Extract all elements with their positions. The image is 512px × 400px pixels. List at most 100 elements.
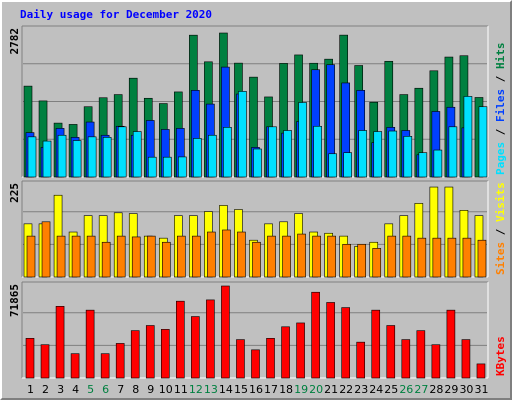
- x-tick-label-day-27: 27: [414, 383, 428, 396]
- bar-pages-day-9: [147, 156, 157, 178]
- bar-pages-day-16: [253, 148, 262, 178]
- bar-sites-day-2: [41, 221, 51, 278]
- bar-kbytes-day-26: [401, 339, 411, 379]
- x-tick-label-day-28: 28: [429, 383, 443, 396]
- bar-kbytes-day-1: [25, 338, 35, 379]
- bar-sites-day-1: [26, 235, 36, 278]
- bar-kbytes-day-5: [85, 309, 95, 379]
- x-tick-label-day-15: 15: [234, 383, 248, 396]
- x-tick-label-day-4: 4: [72, 383, 79, 396]
- bar-sites-day-27: [417, 237, 427, 278]
- legend-item-sites: Sites: [494, 242, 507, 275]
- chart-title: Daily usage for December 2020: [20, 8, 213, 21]
- x-tick-label-day-6: 6: [102, 383, 109, 396]
- bar-pages-day-10: [162, 156, 172, 178]
- bar-pages-day-25: [388, 130, 398, 178]
- bar-sites-day-26: [402, 235, 412, 278]
- bar-pages-day-6: [102, 137, 112, 178]
- bar-sites-day-29: [447, 237, 457, 278]
- bar-sites-day-8: [131, 236, 141, 278]
- bar-sites-day-24: [372, 248, 382, 278]
- bar-kbytes-day-16: [251, 349, 260, 379]
- bar-pages-day-19: [298, 102, 307, 178]
- x-tick-label-day-26: 26: [399, 383, 413, 396]
- x-tick-label-day-30: 30: [459, 383, 473, 396]
- bar-pages-day-29: [448, 126, 458, 178]
- bar-kbytes-day-7: [115, 343, 125, 379]
- legend-item-pages: Pages: [494, 142, 507, 175]
- legend-item-files: Files: [494, 89, 507, 122]
- legend-item-kbytes: KBytes: [494, 336, 507, 376]
- x-tick-label-day-29: 29: [444, 383, 458, 396]
- bar-pages-day-3: [57, 134, 67, 178]
- bar-sites-day-11: [177, 235, 186, 278]
- bar-kbytes-day-22: [341, 307, 350, 379]
- x-tick-label-day-31: 31: [474, 383, 488, 396]
- legend-separator: /: [494, 122, 507, 142]
- x-tick-label-day-16: 16: [249, 383, 263, 396]
- bar-sites-day-22: [342, 243, 351, 278]
- bar-kbytes-day-23: [356, 341, 366, 379]
- x-tick-label-day-22: 22: [339, 383, 353, 396]
- bar-kbytes-day-4: [70, 353, 80, 379]
- bar-pages-day-23: [358, 130, 368, 178]
- x-tick-label-day-21: 21: [324, 383, 338, 396]
- legend-item-hits: Hits: [494, 43, 507, 70]
- bar-sites-day-5: [86, 235, 96, 278]
- bar-sites-day-18: [282, 235, 291, 278]
- bar-pages-day-21: [328, 153, 337, 178]
- bar-pages-day-12: [193, 138, 202, 178]
- bar-pages-day-8: [132, 131, 142, 178]
- bar-kbytes-day-25: [386, 325, 396, 379]
- bar-kbytes-day-3: [55, 306, 65, 379]
- legend-visits-sites: Sites / Visits: [494, 182, 507, 275]
- bar-kbytes-day-31: [476, 363, 486, 379]
- x-tick-label-day-14: 14: [219, 383, 233, 396]
- bar-kbytes-day-2: [40, 344, 50, 379]
- x-tick-label-day-17: 17: [264, 383, 278, 396]
- x-tick-label-day-23: 23: [354, 383, 368, 396]
- bar-kbytes-day-24: [371, 309, 381, 379]
- bar-pages-day-28: [433, 149, 443, 178]
- bar-kbytes-day-11: [176, 300, 185, 379]
- bar-kbytes-day-14: [221, 285, 230, 379]
- bar-kbytes-day-9: [145, 325, 155, 379]
- bar-sites-day-28: [432, 237, 442, 278]
- bar-kbytes-day-12: [191, 316, 200, 379]
- x-tick-label-day-19: 19: [294, 383, 308, 396]
- bar-sites-day-16: [252, 241, 261, 278]
- x-tick-label-day-24: 24: [369, 383, 383, 396]
- x-tick-label-day-9: 9: [147, 383, 154, 396]
- bar-sites-day-25: [387, 235, 397, 278]
- bar-sites-day-31: [477, 239, 487, 278]
- x-tick-label-day-11: 11: [174, 383, 188, 396]
- legend-separator: /: [494, 69, 507, 89]
- bar-kbytes-day-27: [416, 330, 426, 379]
- y-max-label: 225: [8, 183, 21, 203]
- x-tick-label-day-7: 7: [117, 383, 124, 396]
- x-tick-label-day-5: 5: [87, 383, 94, 396]
- bar-kbytes-day-18: [281, 326, 290, 379]
- bar-kbytes-day-13: [206, 299, 215, 379]
- bar-sites-day-12: [192, 235, 201, 278]
- bar-kbytes-day-15: [236, 339, 245, 379]
- x-tick-label-day-10: 10: [159, 383, 173, 396]
- bar-pages-day-11: [178, 156, 187, 178]
- bar-pages-day-13: [208, 134, 217, 178]
- bar-pages-day-24: [373, 131, 383, 178]
- bar-sites-day-30: [462, 237, 472, 278]
- bar-sites-day-15: [237, 231, 246, 278]
- bar-kbytes-day-17: [266, 338, 275, 379]
- bar-kbytes-day-20: [311, 291, 320, 379]
- bar-kbytes-day-6: [100, 353, 110, 379]
- x-tick-label-day-1: 1: [27, 383, 34, 396]
- legend-kbytes: KBytes: [494, 336, 507, 376]
- bar-pages-day-14: [223, 127, 232, 178]
- bar-pages-day-30: [463, 96, 473, 178]
- x-tick-label-day-20: 20: [309, 383, 323, 396]
- bar-pages-day-15: [238, 91, 247, 178]
- bar-sites-day-9: [146, 235, 156, 278]
- bar-sites-day-4: [71, 235, 81, 278]
